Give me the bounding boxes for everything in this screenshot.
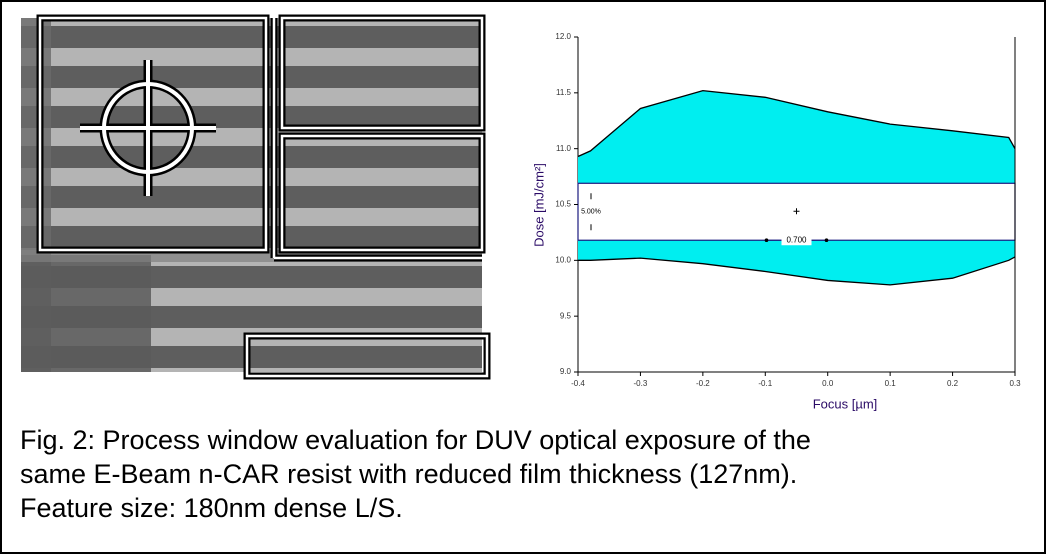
y-tick-label: 10.5	[555, 200, 571, 209]
latitude-label: 5.00%	[581, 209, 601, 216]
width-label-bg	[781, 235, 812, 246]
x-tick-label: 0.0	[822, 379, 834, 388]
boundary-line	[577, 89, 1016, 158]
y-tick-label: 12.0	[555, 32, 571, 41]
process-window	[577, 182, 1016, 241]
caption-line: same E-Beam n-CAR resist with reduced fi…	[20, 459, 797, 489]
caption-line: Fig. 2: Process window evaluation for DU…	[20, 425, 811, 455]
x-tick-label: 0.1	[885, 379, 897, 388]
x-tick-label: -0.3	[634, 379, 648, 388]
x-tick-label: -0.1	[758, 379, 772, 388]
window-center	[793, 208, 800, 215]
caption-line: Feature size: 180nm dense L/S.	[20, 493, 403, 523]
y-tick-label: 9.5	[560, 311, 572, 320]
boundary-line	[578, 256, 1016, 286]
width-label: 0.700	[786, 235, 807, 244]
width-marker-end	[764, 238, 769, 243]
y-tick-label: 9.0	[560, 367, 572, 376]
x-tick-label: -0.2	[696, 379, 710, 388]
sem-image	[21, 14, 491, 380]
y-tick-label: 11.0	[556, 144, 572, 153]
x-tick-label: 0.3	[1009, 379, 1021, 388]
y-axis-label: Dose [mJ/cm²]	[531, 163, 546, 247]
x-tick-label: -0.4	[571, 379, 585, 388]
x-axis-label: Focus [µm]	[813, 396, 878, 411]
x-tick-label: 0.2	[947, 379, 959, 388]
y-tick-label: 11.5	[556, 88, 572, 97]
y-tick-label: 10.0	[555, 255, 571, 264]
width-marker-end	[824, 238, 829, 243]
